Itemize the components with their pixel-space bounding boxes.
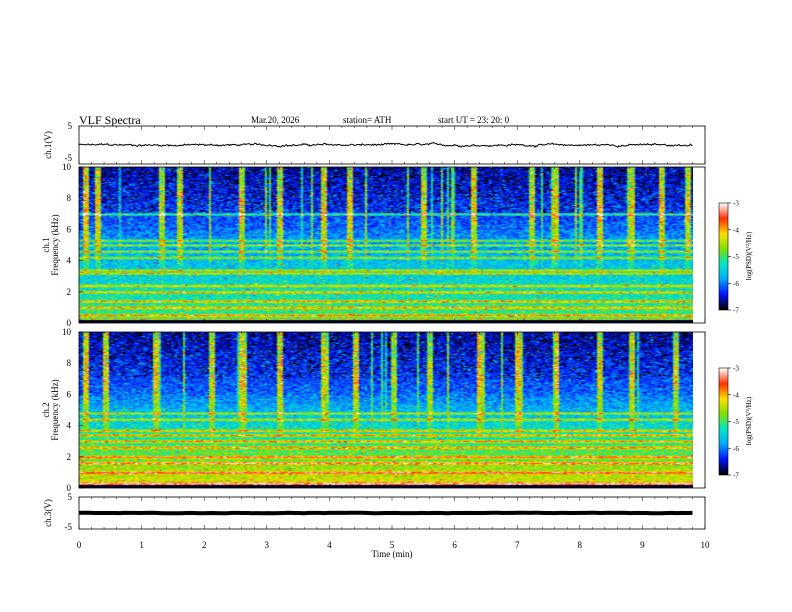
colorbar-tick-label: -3 xyxy=(733,200,739,208)
x-tick-label: 5 xyxy=(390,540,395,550)
ch1-waveform-panel: 5 -5 ch.1(V) xyxy=(43,121,706,165)
x-axis-label: Time (min) xyxy=(372,549,413,559)
ch3-ytick-top: 5 xyxy=(68,492,73,502)
colorbar-tick-label: -5 xyxy=(733,253,739,261)
ch3-waveform-line xyxy=(78,510,693,516)
ch3-ytick-bottom: -5 xyxy=(65,522,73,532)
ch2-spectrogram-prefix: ch.2 xyxy=(41,402,51,417)
ch1-spectrogram-ylabel: Frequency (kHz) xyxy=(50,214,60,275)
spectrogram-ytick-label: 0 xyxy=(67,483,72,493)
colorbar-tick-label: -3 xyxy=(733,365,739,373)
x-tick-label: 9 xyxy=(640,540,645,550)
spectrogram-ytick-label: 8 xyxy=(67,193,72,203)
ch1-ytick-top: 5 xyxy=(68,121,73,131)
ch2-spectrogram-image xyxy=(79,332,693,488)
ch1-spectrogram-image xyxy=(79,167,693,323)
ch1-waveform-line xyxy=(78,142,693,149)
ch1-ylabel: ch.1(V) xyxy=(43,131,53,159)
x-axis-ticks: 0 1 2 3 4 5 6 7 8 9 10 xyxy=(77,126,710,550)
start-time-label: start UT = 23: 20: 0 xyxy=(438,115,510,125)
x-tick-label: 4 xyxy=(327,540,332,550)
ch1-colorbar-ticks: -3 -4 -5 -6 -7 xyxy=(728,200,739,315)
colorbar-tick-label: -4 xyxy=(733,391,739,399)
colorbar-tick-label: -4 xyxy=(733,226,739,234)
spectrogram-ytick-label: 4 xyxy=(67,256,72,266)
colorbar-tick-label: -6 xyxy=(733,445,739,453)
spectrogram-ytick-label: 4 xyxy=(67,421,72,431)
x-tick-label: 0 xyxy=(77,540,82,550)
x-tick-label: 10 xyxy=(701,540,711,550)
ch2-spectrogram-yticks: 0 2 4 6 8 10 xyxy=(62,327,83,493)
x-tick-label: 8 xyxy=(578,540,583,550)
colorbar-tick-label: -5 xyxy=(733,418,739,426)
ch1-ytick-bottom: -5 xyxy=(65,153,73,163)
ch2-colorbar-ticks: -3 -4 -5 -6 -7 xyxy=(728,365,739,480)
spectrogram-ytick-label: 0 xyxy=(67,318,72,328)
ch3-waveform-panel: 5 -5 ch.3(V) xyxy=(43,492,706,532)
spectrogram-ytick-label: 8 xyxy=(67,358,72,368)
ch2-colorbar xyxy=(719,368,728,475)
spectrogram-ytick-label: 6 xyxy=(67,389,72,399)
spectrogram-ytick-label: 2 xyxy=(67,452,72,462)
x-tick-label: 7 xyxy=(515,540,520,550)
date-label: Mar.20, 2026 xyxy=(251,115,300,125)
ch1-spectrogram-prefix: ch.1 xyxy=(41,237,51,252)
x-tick-label: 3 xyxy=(265,540,270,550)
ch1-colorbar-label: log(PSD)(V²/Hz) xyxy=(745,231,753,280)
ch3-ylabel: ch.3(V) xyxy=(43,499,53,527)
colorbar-tick-label: -7 xyxy=(733,472,739,480)
ch1-spectrogram-yticks: 0 2 4 6 8 10 xyxy=(62,162,83,328)
colorbar-tick-label: -7 xyxy=(733,307,739,315)
x-tick-label: 2 xyxy=(202,540,207,550)
colorbar-tick-label: -6 xyxy=(733,280,739,288)
ch1-colorbar xyxy=(719,203,728,310)
x-tick-label: 1 xyxy=(139,540,144,550)
ch2-colorbar-label: log(PSD)(V²/Hz) xyxy=(745,396,753,445)
x-tick-label: 6 xyxy=(452,540,457,550)
spectrogram-ytick-label: 6 xyxy=(67,224,72,234)
spectrogram-ytick-label: 10 xyxy=(62,162,72,172)
figure-title: VLF Spectra xyxy=(79,113,141,127)
spectrogram-ytick-label: 10 xyxy=(62,327,72,337)
station-label: station= ATH xyxy=(343,115,392,125)
ch2-spectrogram-ylabel: Frequency (kHz) xyxy=(50,379,60,440)
spectrogram-ytick-label: 2 xyxy=(67,287,72,297)
